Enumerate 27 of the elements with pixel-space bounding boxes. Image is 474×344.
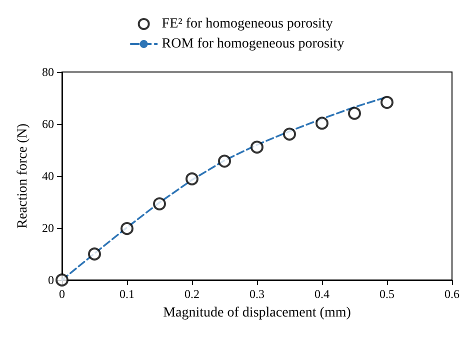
x-tick-label: 0.4 xyxy=(314,287,330,301)
point xyxy=(218,154,231,168)
point xyxy=(283,128,296,141)
x-tick-label: 0.5 xyxy=(380,287,394,301)
point xyxy=(88,248,101,260)
y-tick-label: 0 xyxy=(48,273,54,287)
legend-label: FE² for homogeneous porosity xyxy=(162,16,333,32)
point xyxy=(56,274,68,286)
point xyxy=(153,197,166,210)
y-tick-label: 60 xyxy=(42,117,54,131)
x-tick-label: 0 xyxy=(59,287,65,301)
y-tick-label: 40 xyxy=(42,169,54,183)
point xyxy=(348,106,361,120)
point xyxy=(186,172,198,186)
legend-label: ROM for homogeneous porosity xyxy=(162,36,344,52)
x-axis-title: Magnitude of displacement (mm) xyxy=(163,306,352,320)
point xyxy=(380,96,394,109)
point xyxy=(250,140,264,154)
point xyxy=(120,222,134,236)
y-axis-title: Reaction force (N) xyxy=(16,123,30,228)
y-tick-label: 20 xyxy=(42,221,54,235)
point xyxy=(316,116,328,130)
x-tick-label: 0.6 xyxy=(444,287,460,301)
y-tick-label: 80 xyxy=(42,65,54,79)
x-tick-label: 0.3 xyxy=(250,287,264,301)
x-tick-label: 0.1 xyxy=(120,287,134,301)
x-tick-label: 0.2 xyxy=(184,287,200,301)
